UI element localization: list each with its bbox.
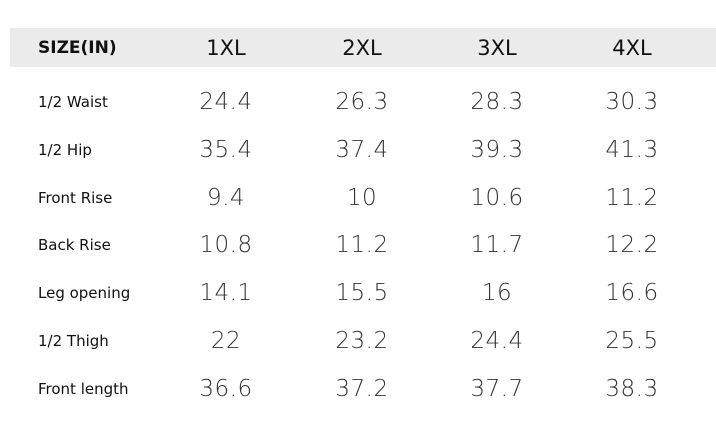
cell-value: 41.3 <box>605 136 659 163</box>
cell-value: 16 <box>481 280 513 307</box>
cell-value: 23.2 <box>335 328 389 354</box>
cell-value: 37.7 <box>470 375 524 402</box>
header-label: SIZE(IN) <box>38 38 117 58</box>
cell-value: 10 <box>346 184 378 211</box>
cell-value: 10.8 <box>199 232 253 259</box>
size-header: 3XL <box>477 36 517 60</box>
cell-value: 39.3 <box>470 136 524 163</box>
cell-value: 37.4 <box>335 136 389 163</box>
cell-value: 10.6 <box>470 184 524 211</box>
cell-value: 22 <box>210 328 242 354</box>
cell-value: 24.4 <box>199 89 253 115</box>
cell-value: 35.4 <box>199 136 253 163</box>
cell-value: 28.3 <box>470 89 524 115</box>
cell-value: 15.5 <box>335 280 389 307</box>
cell-value: 11.7 <box>470 232 524 259</box>
cell-value: 30.3 <box>605 89 659 115</box>
cell-value: 9.4 <box>206 184 246 211</box>
row-label: 1/2 Waist <box>38 93 108 111</box>
cell-value: 12.2 <box>605 232 659 259</box>
size-header: 2XL <box>342 36 382 60</box>
row-label: 1/2 Hip <box>38 140 92 159</box>
cell-value: 16.6 <box>605 280 659 307</box>
cell-value: 36.6 <box>199 375 253 402</box>
row-label: 1/2 Thigh <box>38 332 109 350</box>
cell-value: 14.1 <box>199 280 253 307</box>
cell-value: 38.3 <box>605 375 659 402</box>
cell-value: 37.2 <box>335 375 389 402</box>
size-header: 4XL <box>612 36 652 60</box>
row-label: Front Rise <box>38 188 113 207</box>
header-bar <box>10 28 716 67</box>
row-label: Front length <box>38 379 129 398</box>
size-header: 1XL <box>206 36 246 60</box>
row-label: Leg opening <box>38 284 131 303</box>
cell-value: 24.4 <box>470 328 524 354</box>
row-label: Back Rise <box>38 236 111 255</box>
cell-value: 25.5 <box>605 328 659 354</box>
cell-value: 11.2 <box>335 232 389 259</box>
cell-value: 11.2 <box>605 184 659 211</box>
cell-value: 26.3 <box>335 89 389 115</box>
